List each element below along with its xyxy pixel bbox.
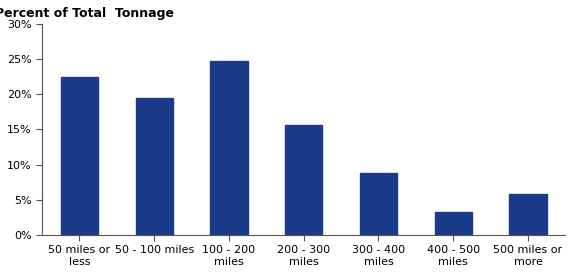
- Bar: [285, 125, 323, 235]
- Bar: [360, 173, 397, 235]
- Bar: [136, 98, 173, 235]
- Bar: [509, 193, 547, 235]
- Text: Percent of Total  Tonnage: Percent of Total Tonnage: [0, 7, 174, 20]
- Bar: [435, 212, 472, 235]
- Bar: [61, 77, 98, 235]
- Bar: [210, 61, 248, 235]
